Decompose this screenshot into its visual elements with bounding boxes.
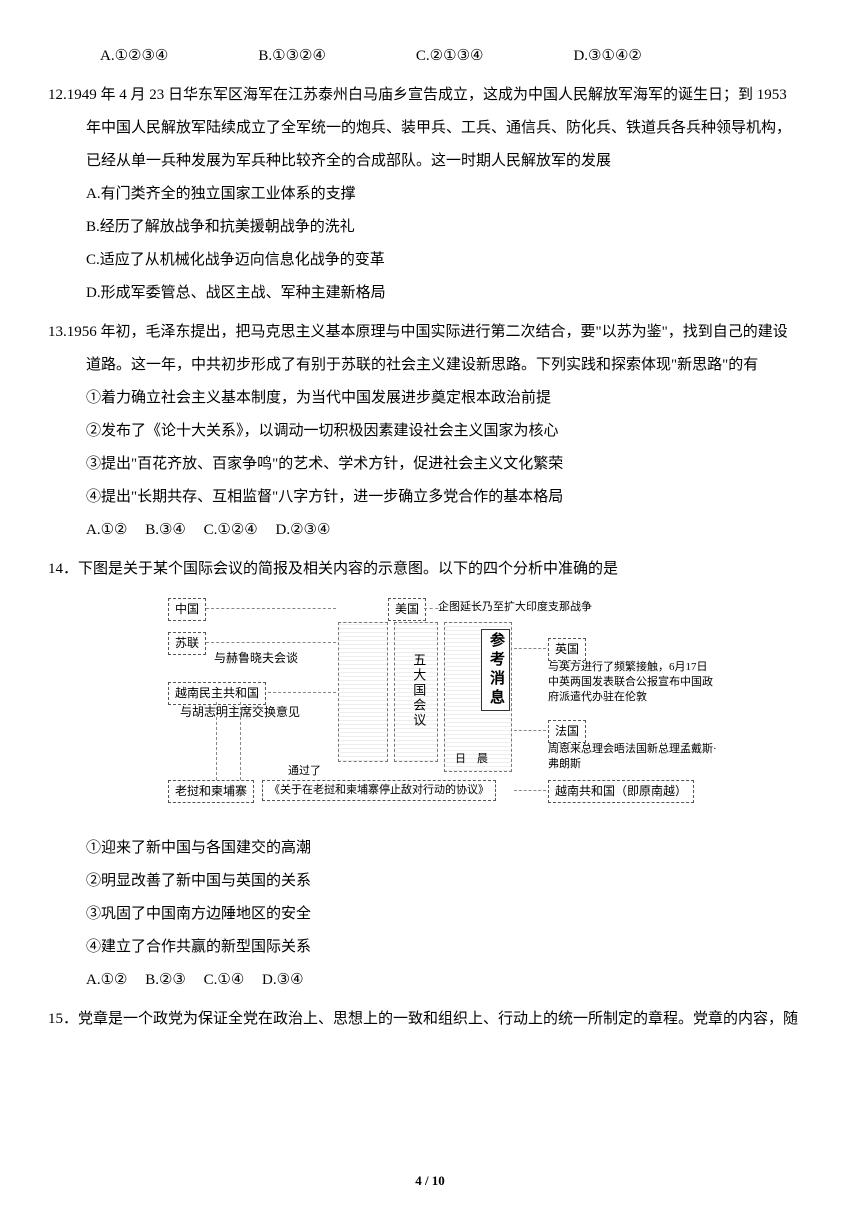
node-treaty: 《关于在老挝和柬埔寨停止敌对行动的协议》: [262, 780, 496, 801]
q14-item-1: ①迎来了新中国与各国建交的高潮: [48, 832, 800, 865]
connector: [206, 608, 336, 609]
connector: [514, 648, 546, 649]
note-uk: 与英方进行了频繁接触，6月17日中英两国发表联合公报宣布中国政府派遣代办驻在伦敦: [548, 660, 718, 705]
node-usa: 美国: [388, 598, 426, 621]
q12-opt-a: A.有门类齐全的独立国家工业体系的支撑: [48, 178, 800, 211]
q13-stem: 13.1956 年初，毛泽东提出，把马克思主义基本原理与中国实际进行第二次结合，…: [48, 316, 800, 382]
q14-choices: A.①② B.②③ C.①④ D.③④: [48, 964, 800, 997]
note-ussr: 与赫鲁晓夫会谈: [214, 650, 298, 667]
label-passed: 通过了: [288, 764, 321, 779]
q13-choice-b: B.③④: [145, 522, 186, 538]
q11-choices-row: A.①②③④ B.①③②④ C.②①③④ D.③①④②: [48, 40, 800, 73]
q13-choice-d: D.②③④: [276, 522, 331, 538]
date-label: 日 晨: [455, 752, 488, 767]
q14-item-3: ③巩固了中国南方边陲地区的安全: [48, 898, 800, 931]
connector: [514, 790, 546, 791]
node-ussr: 苏联: [168, 632, 206, 655]
newspaper-left: [338, 622, 388, 762]
q12-opt-b: B.经历了解放战争和抗美援朝战争的洗礼: [48, 211, 800, 244]
note-france: 周恩来总理会晤法国新总理孟戴斯·弗朗斯: [548, 742, 718, 772]
q13-choice-a: A.①②: [86, 522, 127, 538]
q12-opt-c: C.适应了从机械化战争迈向信息化战争的变革: [48, 244, 800, 277]
q14-choice-b: B.②③: [145, 972, 186, 988]
q13-item-3: ③提出"百花齐放、百家争鸣"的艺术、学术方针，促进社会主义文化繁荣: [48, 448, 800, 481]
q14-diagram: 中国 苏联 与赫鲁晓夫会谈 越南民主共和国 与胡志明主席交换意见 老挝和柬埔寨 …: [168, 594, 728, 824]
connector: [424, 608, 444, 609]
page-number: 4 / 10: [0, 1167, 860, 1196]
q14-choice-a: A.①②: [86, 972, 127, 988]
node-laos: 老挝和柬埔寨: [168, 780, 254, 803]
center-title: 五大国会议: [409, 653, 427, 728]
q14-choice-d: D.③④: [262, 972, 303, 988]
node-south-vietnam: 越南共和国（即原南越）: [548, 780, 694, 803]
q14-choice-c: C.①④: [204, 972, 245, 988]
q13-item-1: ①着力确立社会主义基本制度，为当代中国发展进步奠定根本政治前提: [48, 382, 800, 415]
node-china: 中国: [168, 598, 206, 621]
q12-stem: 12.1949 年 4 月 23 日华东军区海军在江苏泰州白马庙乡宣告成立，这成…: [48, 79, 800, 178]
connector: [206, 642, 336, 643]
connector: [216, 702, 217, 780]
ref-label: 参考消息: [481, 629, 510, 711]
choice-b: B.①③②④: [258, 40, 326, 73]
question-13: 13.1956 年初，毛泽东提出，把马克思主义基本原理与中国实际进行第二次结合，…: [48, 316, 800, 547]
q14-stem: 14．下图是关于某个国际会议的简报及相关内容的示意图。以下的四个分析中准确的是: [48, 553, 800, 586]
q13-choices: A.①② B.③④ C.①②④ D.②③④: [48, 514, 800, 547]
question-15: 15．党章是一个政党为保证全党在政治上、思想上的一致和组织上、行动上的统一所制定…: [48, 1003, 800, 1036]
choice-a: A.①②③④: [100, 40, 168, 73]
newspaper-mid: 五大国会议: [394, 622, 438, 762]
q13-item-4: ④提出"长期共存、互相监督"八字方针，进一步确立多党合作的基本格局: [48, 481, 800, 514]
connector: [268, 692, 336, 693]
q14-item-4: ④建立了合作共赢的新型国际关系: [48, 931, 800, 964]
newspaper-right: 参考消息 日 晨: [444, 622, 512, 772]
question-12: 12.1949 年 4 月 23 日华东军区海军在江苏泰州白马庙乡宣告成立，这成…: [48, 79, 800, 310]
choice-d: D.③①④②: [573, 40, 641, 73]
connector: [514, 730, 546, 731]
choice-c: C.②①③④: [416, 40, 484, 73]
q12-opt-d: D.形成军委管总、战区主战、军种主建新格局: [48, 277, 800, 310]
node-uk: 英国: [548, 638, 586, 661]
note-usa: 企图延长乃至扩大印度支那战争: [438, 600, 592, 615]
node-france: 法国: [548, 720, 586, 743]
q14-item-2: ②明显改善了新中国与英国的关系: [48, 865, 800, 898]
node-vietnam-dem: 越南民主共和国: [168, 682, 266, 705]
connector: [240, 702, 241, 780]
question-14: 14．下图是关于某个国际会议的简报及相关内容的示意图。以下的四个分析中准确的是 …: [48, 553, 800, 997]
q13-choice-c: C.①②④: [204, 522, 258, 538]
q13-item-2: ②发布了《论十大关系》，以调动一切积极因素建设社会主义国家为核心: [48, 415, 800, 448]
q15-stem: 15．党章是一个政党为保证全党在政治上、思想上的一致和组织上、行动上的统一所制定…: [48, 1003, 800, 1036]
